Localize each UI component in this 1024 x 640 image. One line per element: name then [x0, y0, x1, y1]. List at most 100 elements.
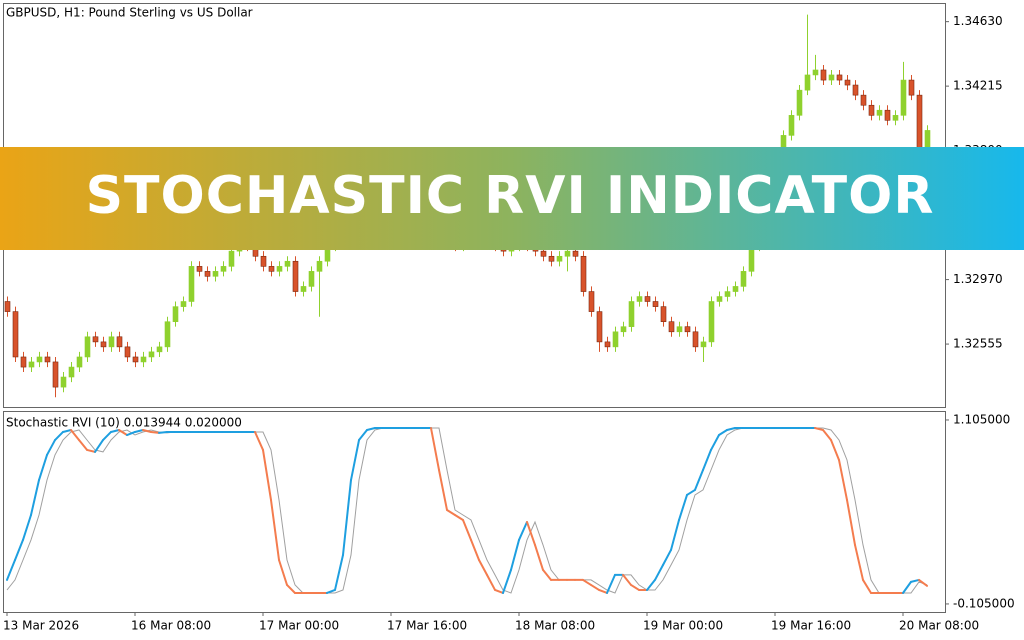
candle-body: [76, 356, 83, 368]
candle-body: [140, 356, 147, 363]
candle-body: [692, 331, 699, 348]
main-line-segment: [502, 568, 512, 594]
main-line-segment: [686, 488, 696, 496]
main-line-segment: [38, 453, 48, 482]
main-line-segment: [430, 427, 440, 471]
candle-body: [556, 255, 563, 262]
candle-body: [100, 341, 107, 348]
candle-body: [116, 336, 123, 348]
x-tick-label: 18 Mar 08:00: [515, 619, 595, 633]
candle-body: [548, 255, 555, 262]
main-line-segment: [350, 439, 360, 482]
candle-body: [868, 104, 875, 116]
candle-body: [852, 84, 859, 96]
main-line-segment: [846, 498, 856, 546]
main-line-segment: [510, 538, 520, 571]
main-line-segment: [654, 564, 664, 581]
candle-body: [172, 306, 179, 322]
main-line-segment: [726, 427, 736, 432]
candle-body: [628, 301, 635, 327]
main-line-segment: [150, 430, 160, 434]
candle-body: [68, 366, 75, 378]
y-tick-label: 1.105000: [953, 412, 1010, 426]
candle-body: [820, 69, 827, 81]
y-tick-label: 1.32555: [953, 337, 1003, 351]
main-line-segment: [46, 439, 56, 456]
y-tick-label: 1.34630: [953, 14, 1003, 28]
candle-body: [604, 341, 611, 348]
main-line-segment: [718, 429, 728, 437]
candle-body: [636, 296, 643, 302]
main-line-segment: [22, 513, 32, 541]
main-line-segment: [822, 429, 832, 442]
main-line-segment: [454, 513, 464, 522]
main-line-segment: [694, 468, 704, 491]
candle-body: [308, 271, 315, 287]
main-line-segment: [462, 519, 472, 541]
main-line-segment: [486, 573, 496, 591]
main-line-segment: [438, 468, 448, 511]
candle-body: [684, 326, 691, 333]
main-line-segment: [30, 479, 40, 516]
candle-body: [900, 79, 907, 116]
candle-body: [828, 74, 835, 81]
main-line-segment: [62, 429, 72, 433]
candle-body: [212, 271, 219, 277]
main-line-segment: [646, 578, 656, 591]
main-line-segment: [358, 429, 368, 442]
main-line-segment: [78, 439, 88, 451]
candle-body: [836, 74, 843, 81]
x-tick-label: 13 Mar 2026: [3, 619, 79, 633]
candle-body: [564, 250, 571, 257]
main-line-segment: [118, 429, 128, 437]
main-line-segment: [70, 429, 80, 442]
y-tick-label: 1.34215: [953, 79, 1003, 93]
main-line-segment: [126, 430, 136, 437]
candle-body: [44, 356, 51, 363]
banner: STOCHASTIC RVI INDICATOR: [0, 147, 1024, 250]
candle-body: [588, 291, 595, 312]
candle-body: [60, 376, 67, 388]
candle-body: [620, 326, 627, 333]
candle-body: [740, 271, 747, 287]
candle-body: [148, 351, 155, 358]
main-line-segment: [478, 559, 488, 576]
main-line-segment: [830, 439, 840, 461]
x-tick-label: 20 Mar 08:00: [899, 619, 979, 633]
candle-body: [164, 321, 171, 348]
banner-background: [0, 147, 1024, 250]
main-line-segment: [910, 578, 920, 583]
main-line-segment: [622, 573, 632, 586]
main-line-segment: [342, 479, 352, 556]
main-line-segment: [134, 429, 144, 433]
candle-body: [572, 250, 579, 257]
candle-body: [28, 361, 35, 368]
main-line-segment: [54, 430, 64, 442]
candle-body: [220, 266, 227, 272]
main-line-segment: [854, 543, 864, 581]
candle-body: [652, 301, 659, 307]
main-line-segment: [590, 583, 600, 591]
main-line-segment: [518, 520, 528, 541]
price-chart-title: GBPUSD, H1: Pound Sterling vs US Dollar: [6, 6, 253, 20]
y-tick-label: -0.105000: [953, 596, 1015, 610]
candle-body: [724, 291, 731, 297]
main-line-segment: [838, 458, 848, 501]
candle-body: [196, 266, 203, 272]
candle-body: [260, 255, 267, 267]
candle-body: [124, 346, 131, 358]
candle-body: [844, 79, 851, 86]
candle-body: [804, 74, 811, 91]
candle-body: [132, 356, 139, 363]
candle-body: [668, 321, 675, 333]
main-line-segment: [6, 559, 16, 581]
candle-body: [700, 341, 707, 348]
candle-body: [580, 255, 587, 292]
main-line-segment: [286, 583, 296, 594]
main-line-segment: [102, 430, 112, 442]
candle-body: [860, 94, 867, 106]
candle-body: [892, 115, 899, 121]
candle-body: [300, 286, 307, 292]
